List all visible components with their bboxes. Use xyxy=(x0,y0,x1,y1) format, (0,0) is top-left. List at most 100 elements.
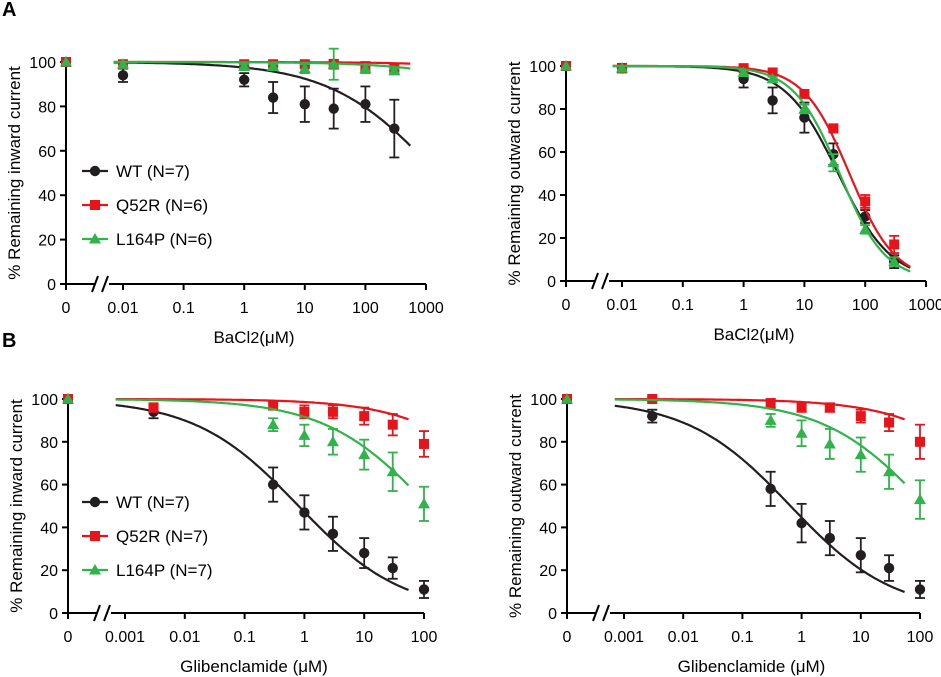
data-point-l164p xyxy=(117,58,129,69)
x-tick-label-zero: 0 xyxy=(64,629,73,646)
y-tick-label: 20 xyxy=(40,563,58,580)
axes xyxy=(66,395,424,622)
panel-label-a: A xyxy=(2,0,17,21)
y-tick-label: 20 xyxy=(539,563,557,580)
data-point-l164p xyxy=(358,448,371,460)
data-point-wt xyxy=(328,103,339,114)
legend-label-q52r: Q52R (N=6) xyxy=(116,196,208,215)
data-point-l164p xyxy=(827,156,840,168)
y-tick-label: 100 xyxy=(29,55,56,72)
legend-label-l164p: L164P (N=7) xyxy=(116,561,213,580)
data-point-wt xyxy=(647,410,658,422)
y-tick-label: 80 xyxy=(40,435,58,452)
data-point-zero-l164p xyxy=(62,393,74,404)
series-q52r xyxy=(562,394,925,460)
legend-marker-l164p xyxy=(89,233,101,244)
x-tick-label: 0.1 xyxy=(233,629,255,646)
x-tick-label: 10 xyxy=(355,629,373,646)
series-l164p xyxy=(561,393,926,520)
data-point-q52r xyxy=(299,406,310,417)
fit-curve-wt xyxy=(115,404,409,592)
data-point-l164p xyxy=(388,64,401,76)
x-tick-label: 1 xyxy=(300,629,309,646)
axes xyxy=(64,58,426,293)
data-point-l164p xyxy=(766,72,779,84)
y-tick-label: 60 xyxy=(539,478,557,495)
data-point-l164p xyxy=(418,497,430,509)
data-point-l164p xyxy=(914,493,926,505)
panel-label-b: B xyxy=(2,330,17,352)
x-tick-label: 10 xyxy=(796,297,814,314)
legend-marker-wt xyxy=(89,496,101,508)
data-point-l164p xyxy=(267,60,280,71)
data-point-l164p xyxy=(823,437,836,449)
data-point-l164p xyxy=(888,255,901,267)
fit-curve-l164p xyxy=(115,398,410,487)
data-point-q52r xyxy=(860,196,871,207)
x-axis-label-main: BaCl xyxy=(713,325,750,344)
data-point-l164p xyxy=(298,62,311,74)
y-axis-label: % Remaining outward current xyxy=(505,61,524,285)
x-tick-label: 10 xyxy=(296,300,314,317)
data-point-q52r xyxy=(889,239,900,250)
fit-curve-wt xyxy=(614,404,905,594)
x-tick-label: 1 xyxy=(240,300,249,317)
y-tick-label: 100 xyxy=(530,392,557,409)
x-axis-label: Glibenclamide (μM) xyxy=(180,657,328,676)
y-axis-label: % Remaining inward current xyxy=(5,66,24,280)
x-axis-label-subscript: 2 xyxy=(250,330,259,347)
x-axis-break-mark xyxy=(91,275,109,293)
x-tick-label: 0.01 xyxy=(169,629,200,646)
y-tick-label: 0 xyxy=(47,277,56,294)
data-point-wt xyxy=(267,92,279,103)
data-point-wt xyxy=(855,550,866,561)
data-point-wt xyxy=(299,507,310,518)
data-point-wt xyxy=(359,547,370,559)
y-tick-label: 40 xyxy=(40,520,58,537)
data-point-l164p xyxy=(795,427,808,438)
data-point-l164p xyxy=(327,58,340,69)
data-point-l164p xyxy=(298,429,311,440)
series-l164p xyxy=(60,47,411,81)
data-point-q52r xyxy=(796,402,807,413)
data-point-wt xyxy=(796,517,807,529)
x-tick-label: 100 xyxy=(852,297,879,314)
data-point-l164p xyxy=(238,60,251,71)
data-point-wt xyxy=(389,123,400,134)
x-axis-label-main: Glibenclamide (μM) xyxy=(180,657,328,676)
data-point-q52r xyxy=(824,402,835,413)
y-axis-label: % Remaining outward current xyxy=(506,394,525,618)
y-tick-label: 40 xyxy=(538,188,556,205)
y-tick-label: 80 xyxy=(38,99,56,116)
data-point-l164p xyxy=(859,223,872,234)
x-axis-label: BaCl2(μM) xyxy=(213,328,294,347)
data-point-wt xyxy=(883,562,895,574)
y-axis-break-hidden xyxy=(572,400,590,418)
fit-curve-l164p xyxy=(612,64,911,273)
y-tick-label: 0 xyxy=(548,606,557,623)
legend-label-l164p: L164P (N=6) xyxy=(116,230,213,249)
x-tick-label: 0.001 xyxy=(105,629,145,646)
data-point-wt xyxy=(267,479,279,490)
data-point-q52r xyxy=(419,438,429,449)
data-point-wt xyxy=(239,74,250,85)
data-point-q52r xyxy=(767,67,778,78)
data-point-l164p xyxy=(359,62,372,74)
data-point-wt xyxy=(299,98,310,110)
x-axis-break-mark xyxy=(93,604,111,622)
data-point-q52r xyxy=(855,411,866,422)
data-point-wt xyxy=(765,483,776,495)
x-tick-label: 0.1 xyxy=(172,300,194,317)
data-point-q52r xyxy=(387,419,398,430)
series-wt xyxy=(561,393,926,599)
data-point-wt xyxy=(387,562,398,574)
data-point-wt xyxy=(914,584,926,595)
data-point-q52r xyxy=(148,402,159,413)
data-point-zero-l164p xyxy=(561,393,573,404)
data-point-q52r xyxy=(268,400,279,411)
y-tick-label: 60 xyxy=(38,144,56,161)
data-point-wt xyxy=(767,95,778,106)
x-axis-label: BaCl2(μM) xyxy=(713,325,794,344)
